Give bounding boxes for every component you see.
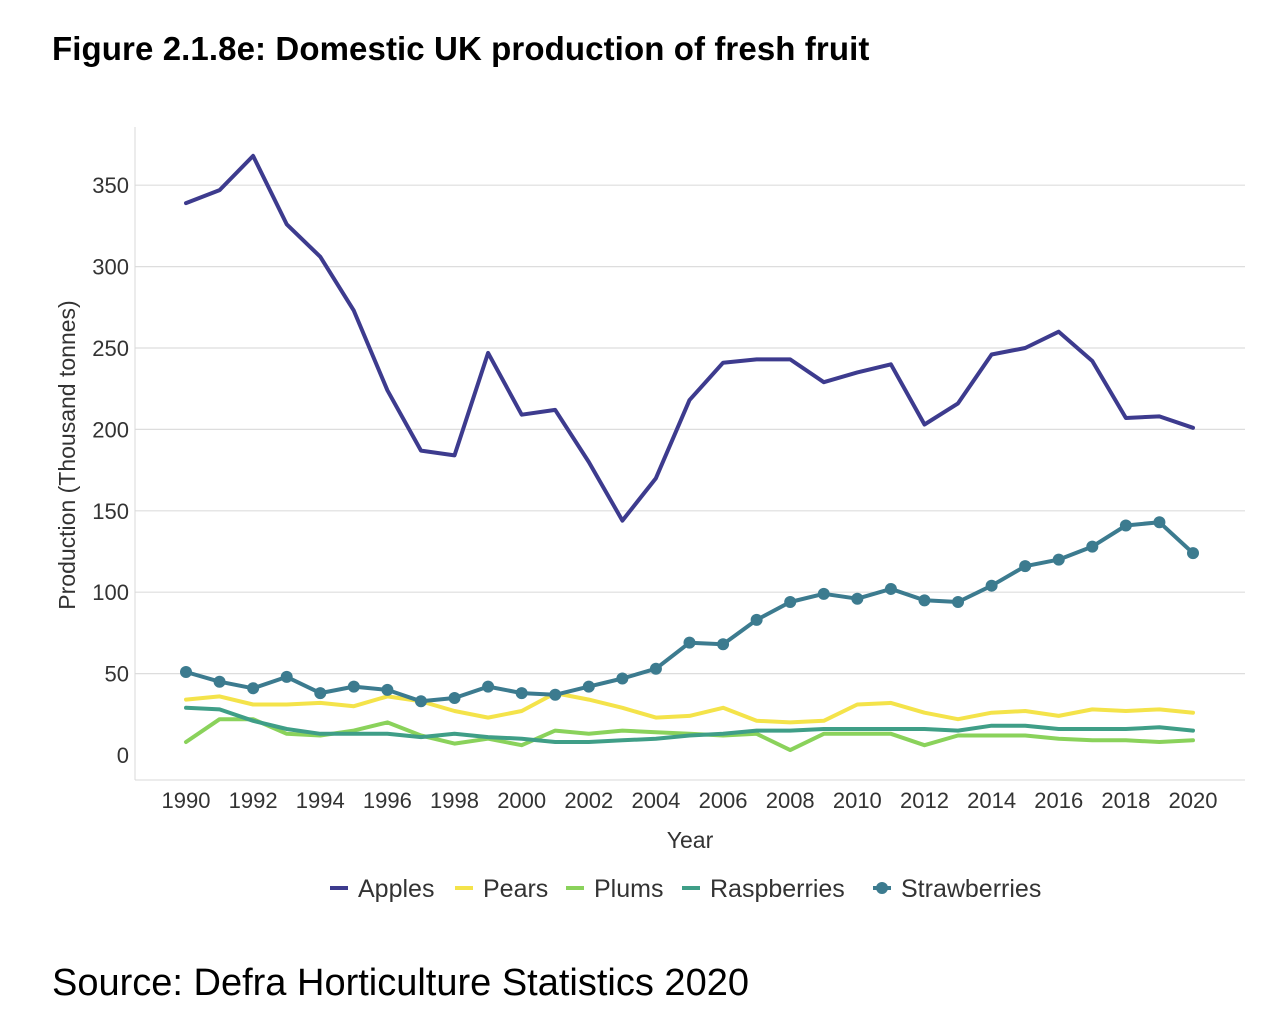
point-strawberries-2019 xyxy=(1153,516,1166,529)
y-tick-label-250: 250 xyxy=(92,336,129,361)
legend-label-pears: Pears xyxy=(483,875,548,903)
point-strawberries-1998 xyxy=(448,692,461,705)
series-pears xyxy=(184,691,1195,725)
point-strawberries-2003 xyxy=(616,672,629,685)
x-tick-label-2008: 2008 xyxy=(766,788,815,813)
point-strawberries-2004 xyxy=(649,662,662,675)
point-strawberries-2011 xyxy=(884,582,897,595)
y-tick-label-0: 0 xyxy=(117,743,129,768)
x-tick-label-2014: 2014 xyxy=(967,788,1016,813)
point-strawberries-1999 xyxy=(482,680,495,693)
legend-item-pears: Pears xyxy=(455,875,548,903)
source-note: Source: Defra Horticulture Statistics 20… xyxy=(52,962,749,1004)
x-tick-label-2012: 2012 xyxy=(900,788,949,813)
y-tick-label-100: 100 xyxy=(92,580,129,605)
x-tick-label-2000: 2000 xyxy=(497,788,546,813)
x-tick-label-1996: 1996 xyxy=(363,788,412,813)
point-strawberries-2012 xyxy=(918,594,931,607)
series-layer xyxy=(180,153,1199,753)
point-strawberries-2018 xyxy=(1119,519,1132,532)
point-strawberries-2014 xyxy=(985,579,998,592)
point-strawberries-2001 xyxy=(549,688,562,701)
point-strawberries-2000 xyxy=(515,687,528,700)
point-strawberries-2016 xyxy=(1052,553,1065,566)
legend-item-apples: Apples xyxy=(330,875,434,903)
series-apples xyxy=(184,153,1195,523)
point-strawberries-2017 xyxy=(1086,540,1099,553)
series-raspberries xyxy=(184,705,1195,744)
point-strawberries-1994 xyxy=(314,687,327,700)
point-strawberries-2015 xyxy=(1019,560,1032,573)
point-strawberries-2006 xyxy=(717,638,730,651)
point-strawberries-1993 xyxy=(280,670,293,683)
legend: Apples Pears Plums Raspberries Strawberries xyxy=(330,875,1041,903)
series-strawberries xyxy=(180,516,1199,708)
series-line-strawberries xyxy=(184,520,1195,704)
point-strawberries-2013 xyxy=(952,595,965,608)
point-strawberries-2005 xyxy=(683,636,696,649)
chart-title: Figure 2.1.8e: Domestic UK production of… xyxy=(52,30,870,67)
y-tick-label-300: 300 xyxy=(92,255,129,280)
x-tick-label-1992: 1992 xyxy=(229,788,278,813)
point-strawberries-2007 xyxy=(750,613,763,626)
y-tick-label-50: 50 xyxy=(105,662,129,687)
legend-item-strawberries: Strawberries xyxy=(873,875,1041,903)
legend-label-apples: Apples xyxy=(358,875,434,903)
y-axis-ticks: 0 50 100 150 200 250 300 350 xyxy=(92,173,129,768)
point-strawberries-2010 xyxy=(851,592,864,605)
point-strawberries-1991 xyxy=(213,675,226,688)
series-line-raspberries xyxy=(184,705,1195,744)
point-strawberries-2009 xyxy=(817,587,830,600)
point-strawberries-1995 xyxy=(347,680,360,693)
point-strawberries-2002 xyxy=(582,680,595,693)
x-tick-label-2006: 2006 xyxy=(699,788,748,813)
y-tick-label-350: 350 xyxy=(92,173,129,198)
legend-label-raspberries: Raspberries xyxy=(710,875,845,903)
x-tick-label-2004: 2004 xyxy=(631,788,680,813)
legend-label-plums: Plums xyxy=(594,875,663,903)
point-strawberries-1990 xyxy=(180,665,192,678)
point-strawberries-1992 xyxy=(247,682,260,695)
legend-item-plums: Plums xyxy=(566,875,663,903)
gridlines xyxy=(135,184,1245,675)
x-tick-label-2018: 2018 xyxy=(1101,788,1150,813)
x-tick-label-2010: 2010 xyxy=(833,788,882,813)
y-axis-label: Production (Thousand tonnes) xyxy=(54,300,80,609)
point-strawberries-2008 xyxy=(784,595,797,608)
x-tick-label-2020: 2020 xyxy=(1169,788,1218,813)
x-tick-label-1994: 1994 xyxy=(296,788,345,813)
x-tick-label-2016: 2016 xyxy=(1034,788,1083,813)
legend-label-strawberries: Strawberries xyxy=(901,875,1041,903)
x-axis-label: Year xyxy=(667,827,714,853)
y-tick-label-200: 200 xyxy=(92,417,129,442)
x-axis-ticks: 1990 1992 1994 1996 1998 2000 2002 2004 2006 2008… xyxy=(162,788,1218,813)
y-tick-label-150: 150 xyxy=(92,499,129,524)
point-strawberries-2020 xyxy=(1187,547,1199,560)
x-tick-label-2002: 2002 xyxy=(564,788,613,813)
x-tick-label-1990: 1990 xyxy=(162,788,211,813)
point-strawberries-1996 xyxy=(381,683,394,696)
legend-marker-strawberries xyxy=(876,882,888,894)
series-line-pears xyxy=(184,691,1195,725)
legend-item-raspberries: Raspberries xyxy=(682,875,845,903)
x-tick-label-1998: 1998 xyxy=(430,788,479,813)
point-strawberries-1997 xyxy=(414,695,427,708)
series-line-apples xyxy=(184,153,1195,523)
